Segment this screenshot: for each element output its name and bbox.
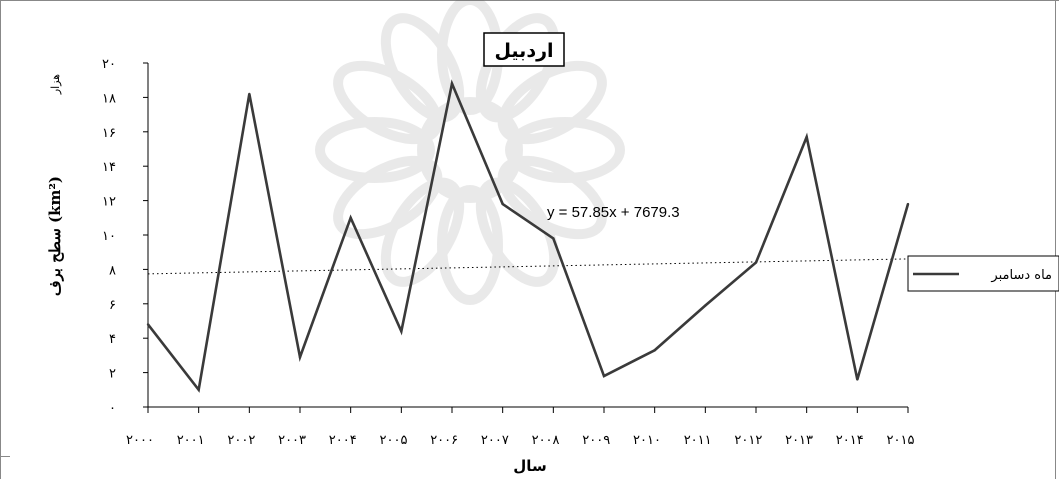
x-tick-label: ۲۰۰۰ [126, 433, 154, 448]
legend-box [907, 255, 1059, 292]
data-point [754, 261, 758, 264]
data-point [248, 92, 251, 96]
data-point [450, 82, 454, 85]
y-axis-ticks: ۰ ۲ ۴ ۶ ۸ ۱۰ ۱۲ ۱۴ ۱۶ ۱۸ ۲۰ [102, 57, 148, 416]
legend-label: ماه دسامبر [990, 268, 1052, 283]
x-axis-label: سال [513, 457, 546, 475]
data-point [704, 304, 707, 307]
y-axis-unit: هزار [49, 74, 62, 95]
x-tick-label: ۲۰۰۹ [582, 433, 610, 448]
x-tick-label: ۲۰۱۲ [734, 433, 762, 448]
data-point [552, 237, 555, 240]
series-group [146, 79, 910, 393]
y-tick-label: ۲۰ [102, 57, 116, 72]
x-tick-label: ۲۰۱۴ [836, 433, 864, 448]
series-line [146, 79, 910, 393]
y-tick-label: ۱۴ [102, 160, 116, 175]
y-tick-label: ۸ [109, 263, 116, 278]
x-tick-label: ۲۰۰۸ [532, 433, 560, 448]
watermark-ornament [315, 0, 625, 305]
y-tick-label: ۱۸ [102, 91, 116, 106]
title-box [483, 32, 565, 67]
watermark-petal [497, 155, 607, 240]
data-point [856, 378, 859, 381]
x-tick-label: ۲۰۰۷ [481, 433, 509, 448]
y-tick-label: ۱۲ [102, 195, 116, 210]
y-tick-label: ۲ [109, 367, 116, 382]
x-tick-label: ۲۰۱۱ [684, 433, 712, 448]
trendline [147, 258, 909, 275]
x-tick-label: ۲۰۰۴ [329, 433, 357, 448]
watermark-petal [505, 117, 625, 183]
watermark-petal [380, 177, 465, 287]
y-tick-label: ۴ [109, 332, 116, 347]
x-tick-label: ۲۰۰۱ [177, 433, 205, 448]
data-point [400, 330, 403, 333]
x-tick-label: ۲۰۰۵ [380, 433, 408, 448]
y-tick-label: ۰ [109, 401, 116, 416]
data-point [653, 349, 656, 352]
y-axis-label: سطح برف (km²) [46, 176, 64, 296]
data-point [906, 202, 910, 206]
data-point [146, 323, 150, 326]
y-tick-label: ۱۶ [102, 126, 116, 141]
data-point [298, 355, 302, 359]
watermark-petal [380, 13, 465, 123]
x-tick-label: ۲۰۱۳ [785, 433, 813, 448]
trendline-equation: y = 57.85x + 7679.3 [547, 204, 680, 221]
x-tick-label: ۲۰۰۶ [430, 433, 458, 448]
x-tick-label: ۲۰۱۰ [633, 433, 661, 448]
watermark-petal [497, 60, 607, 145]
watermark-petal [475, 177, 560, 287]
data-point [805, 135, 808, 139]
watermark-center [417, 97, 523, 203]
data-point [349, 216, 352, 219]
x-tick-label: ۲۰۰۲ [227, 433, 255, 448]
x-axis-ticks: ۲۰۰۰ ۲۰۰۱ ۲۰۰۲ ۲۰۰۳ ۲۰۰۴ ۲۰۰۵ ۲۰۰۶ ۲۰۰۷ ۲۰۰۸ ۲۰۰۹… [126, 407, 914, 448]
y-tick-label: ۶ [109, 298, 116, 313]
x-tick-label: ۲۰۰۳ [278, 433, 306, 448]
chart-title: اردبیل [494, 40, 553, 62]
x-tick-label: ۲۰۱۵ [887, 433, 915, 448]
watermark-petal [333, 60, 443, 145]
data-point [602, 374, 606, 378]
watermark-petal [315, 117, 435, 183]
y-tick-label: ۱۰ [102, 229, 116, 244]
data-point [501, 202, 504, 206]
data-point [197, 388, 200, 391]
watermark-petal [437, 185, 503, 305]
